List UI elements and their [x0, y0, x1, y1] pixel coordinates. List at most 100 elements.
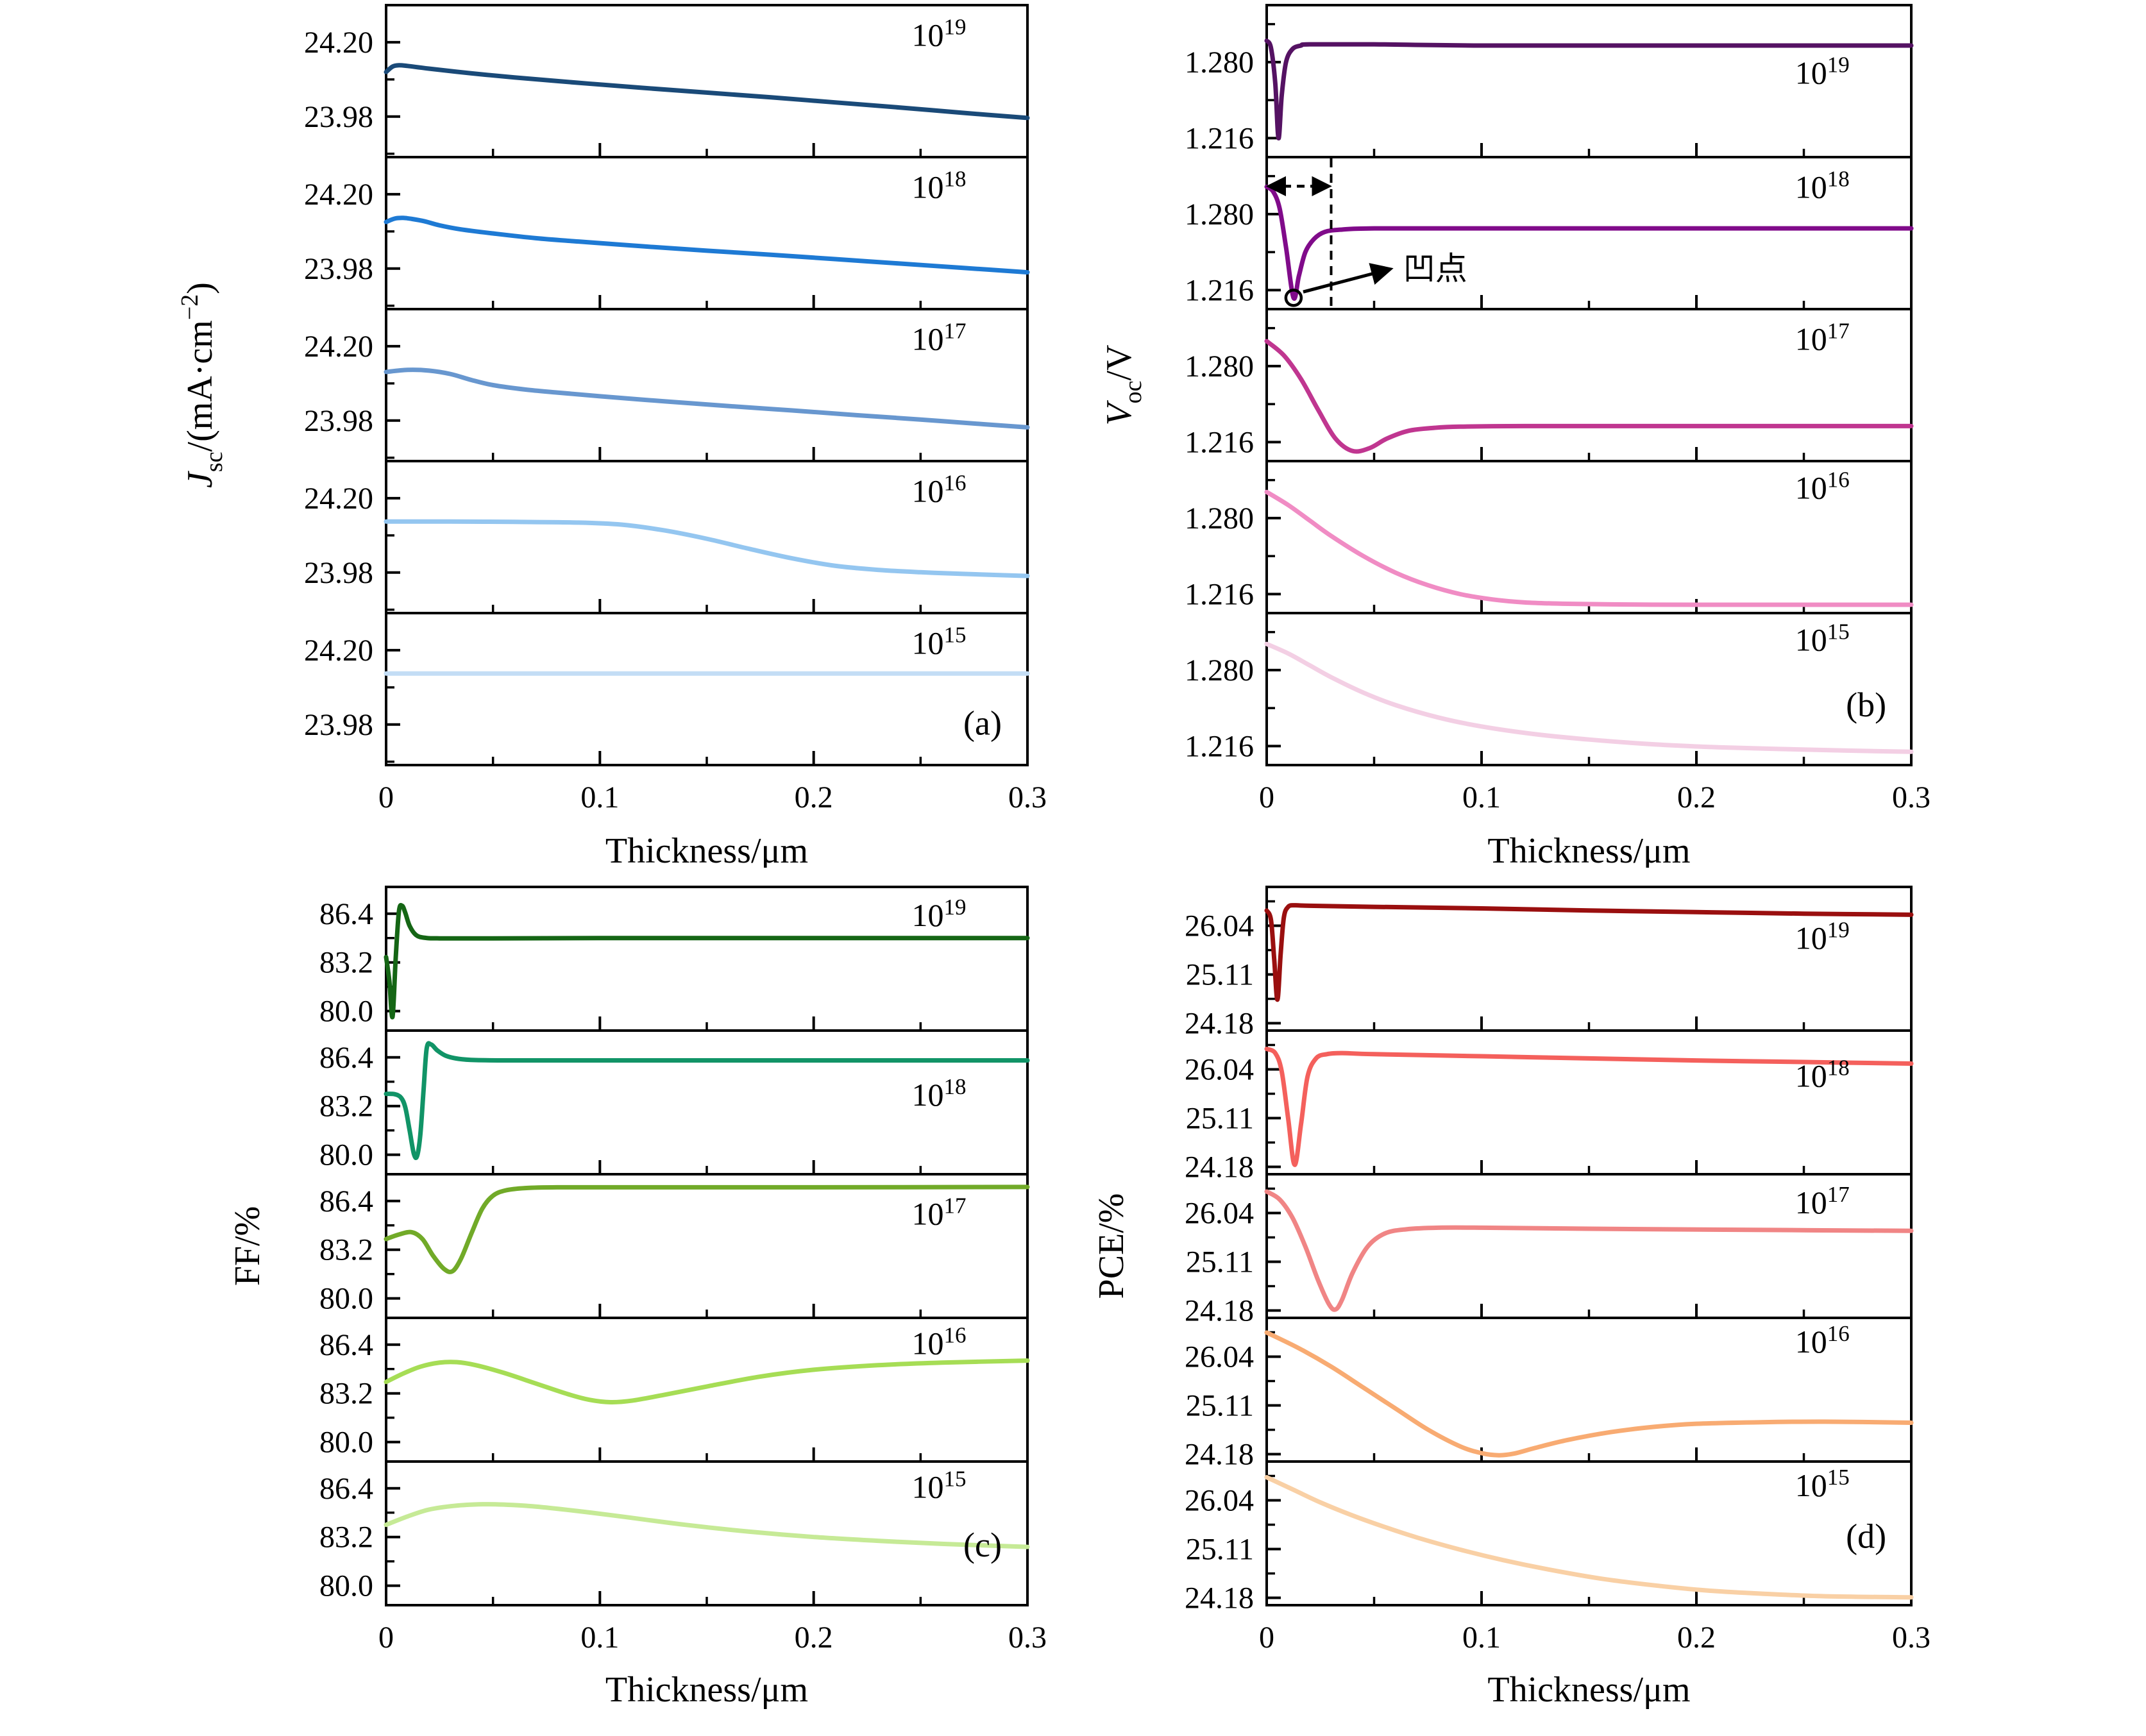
y-tick-label: 24.18 — [1185, 1581, 1254, 1615]
curve-1e18 — [384, 1041, 1030, 1160]
concentration-label-1e18: 1018 — [1795, 166, 1850, 205]
x-axis-title: Thickness/μm — [605, 1670, 808, 1710]
curve-1e16 — [384, 519, 1030, 578]
y-tick-label: 24.18 — [1185, 1438, 1254, 1472]
subplot-a-1e15: 24.20 23.98 1015 — [304, 612, 1030, 766]
x-tick-label: 0.1 — [580, 780, 619, 814]
subplot-c-1e16: 86.4 83.2 80.0 1016 — [319, 1317, 1030, 1463]
concentration-base: 10 — [912, 1077, 944, 1113]
dip-annotation-pointer-arrow — [1303, 263, 1394, 294]
y-tick-label: 83.2 — [319, 1090, 373, 1124]
y-tick-label: 86.4 — [319, 1472, 373, 1506]
y-tick-label: 23.98 — [304, 708, 373, 742]
y-tick-label: 23.98 — [304, 404, 373, 438]
panel-letter: (a) — [963, 704, 1002, 743]
dip-annotation-text: 凹点 — [1403, 251, 1467, 287]
y-tick-label: 1.216 — [1185, 121, 1254, 155]
subplot-a-1e18: 24.20 23.98 1018 — [304, 156, 1030, 310]
curve-1e19 — [1264, 38, 1914, 140]
y-tick-label: 24.18 — [1185, 1007, 1254, 1041]
y-axis-label-part: J — [180, 470, 220, 488]
concentration-exponent: 18 — [1827, 1056, 1850, 1081]
panel-letter: (b) — [1846, 686, 1886, 724]
y-axis-label-part: ) — [180, 282, 220, 294]
x-tick-label: 0.2 — [795, 1621, 833, 1655]
y-axis-label-part: PCE/% — [1092, 1193, 1131, 1299]
panel-b-chart: 1.2801.21610191.2801.21610181.2801.21610… — [1099, 4, 1931, 868]
y-tick-label: 25.11 — [1186, 958, 1254, 992]
y-tick-label: 86.4 — [319, 1041, 373, 1075]
subplot-a-1e19: 24.20 23.98 1019 — [304, 4, 1030, 158]
y-axis-label-part: V — [1099, 400, 1139, 426]
panel-letter: (c) — [963, 1526, 1002, 1564]
subplot-b-1e15: 1.280 1.216 1015 — [1185, 612, 1914, 766]
y-tick-label: 25.11 — [1186, 1245, 1254, 1279]
y-tick-label: 80.0 — [319, 1138, 373, 1172]
y-tick-label: 24.18 — [1185, 1294, 1254, 1328]
y-tick-label: 1.216 — [1185, 577, 1254, 611]
concentration-label-1e18: 1018 — [912, 166, 967, 205]
concentration-label-1e15: 1015 — [1795, 1465, 1850, 1503]
concentration-exponent: 15 — [944, 622, 967, 647]
subplot-b-1e17: 1.280 1.216 1017 — [1185, 308, 1914, 462]
curve-1e17 — [1264, 1189, 1914, 1312]
concentration-base: 10 — [1795, 321, 1827, 357]
subplot-a-1e16: 24.20 23.98 1016 — [304, 460, 1030, 614]
concentration-label-1e17: 1017 — [912, 318, 967, 357]
y-axis-label-part: sc — [201, 451, 228, 472]
concentration-base: 10 — [912, 1325, 944, 1361]
concentration-base: 10 — [912, 169, 944, 205]
curve-1e18 — [384, 215, 1030, 275]
subplot-c-1e18: 86.4 83.2 80.0 1018 — [319, 1029, 1030, 1176]
y-tick-label: 26.04 — [1185, 1196, 1254, 1230]
y-tick-label: 86.4 — [319, 1328, 373, 1362]
y-tick-label: 80.0 — [319, 995, 373, 1029]
y-tick-label: 26.04 — [1185, 909, 1254, 943]
concentration-base: 10 — [1795, 1324, 1827, 1360]
panel-c-chart: 86.483.280.0101986.483.280.0101886.483.2… — [228, 886, 1047, 1710]
concentration-base: 10 — [912, 17, 944, 53]
y-tick-label: 23.98 — [304, 100, 373, 134]
x-tick-label: 0.2 — [1677, 780, 1716, 814]
curve-1e16 — [1264, 489, 1914, 607]
concentration-exponent: 15 — [1827, 619, 1850, 645]
curve-1e18 — [1264, 1047, 1914, 1167]
concentration-label-1e15: 1015 — [912, 1466, 967, 1504]
concentration-exponent: 16 — [1827, 1321, 1850, 1346]
y-tick-label: 1.280 — [1185, 46, 1254, 80]
concentration-base: 10 — [912, 473, 944, 509]
concentration-base: 10 — [912, 1196, 944, 1232]
y-tick-label: 80.0 — [319, 1426, 373, 1460]
concentration-base: 10 — [1795, 1184, 1827, 1220]
curve-1e18 — [1264, 184, 1914, 301]
x-tick-label: 0.1 — [1462, 780, 1501, 814]
concentration-exponent: 19 — [944, 14, 967, 39]
dip-annotation: 凹点 — [1265, 158, 1467, 308]
concentration-exponent: 15 — [944, 1466, 967, 1491]
y-tick-label: 1.216 — [1185, 729, 1254, 763]
concentration-base: 10 — [1795, 1467, 1827, 1503]
subplot-c-1e15: 86.4 83.2 80.0 1015 — [319, 1460, 1030, 1606]
curve-1e15 — [1264, 1475, 1914, 1600]
y-tick-label: 86.4 — [319, 1184, 373, 1218]
concentration-exponent: 19 — [1827, 918, 1850, 943]
y-axis-label: PCE/% — [1092, 1193, 1131, 1299]
dip-annotation-circle — [1284, 289, 1303, 307]
concentration-label-1e19: 1019 — [1795, 53, 1850, 91]
y-tick-label: 86.4 — [319, 897, 373, 931]
concentration-exponent: 17 — [1827, 1182, 1850, 1207]
concentration-label-1e18: 1018 — [1795, 1056, 1850, 1094]
y-tick-label: 83.2 — [319, 946, 373, 980]
concentration-exponent: 18 — [1827, 166, 1850, 191]
concentration-base: 10 — [912, 1469, 944, 1504]
y-tick-label: 83.2 — [319, 1233, 373, 1267]
curve-1e17 — [384, 1184, 1030, 1274]
x-tick-label: 0 — [1259, 780, 1274, 814]
concentration-base: 10 — [1795, 1058, 1827, 1094]
concentration-label-1e19: 1019 — [1795, 918, 1850, 956]
subplot-d-1e16: 26.04 25.11 24.18 1016 — [1185, 1317, 1914, 1472]
concentration-label-1e17: 1017 — [1795, 318, 1850, 357]
x-tick-label: 0.3 — [1008, 1621, 1047, 1655]
x-tick-label: 0 — [378, 780, 394, 814]
